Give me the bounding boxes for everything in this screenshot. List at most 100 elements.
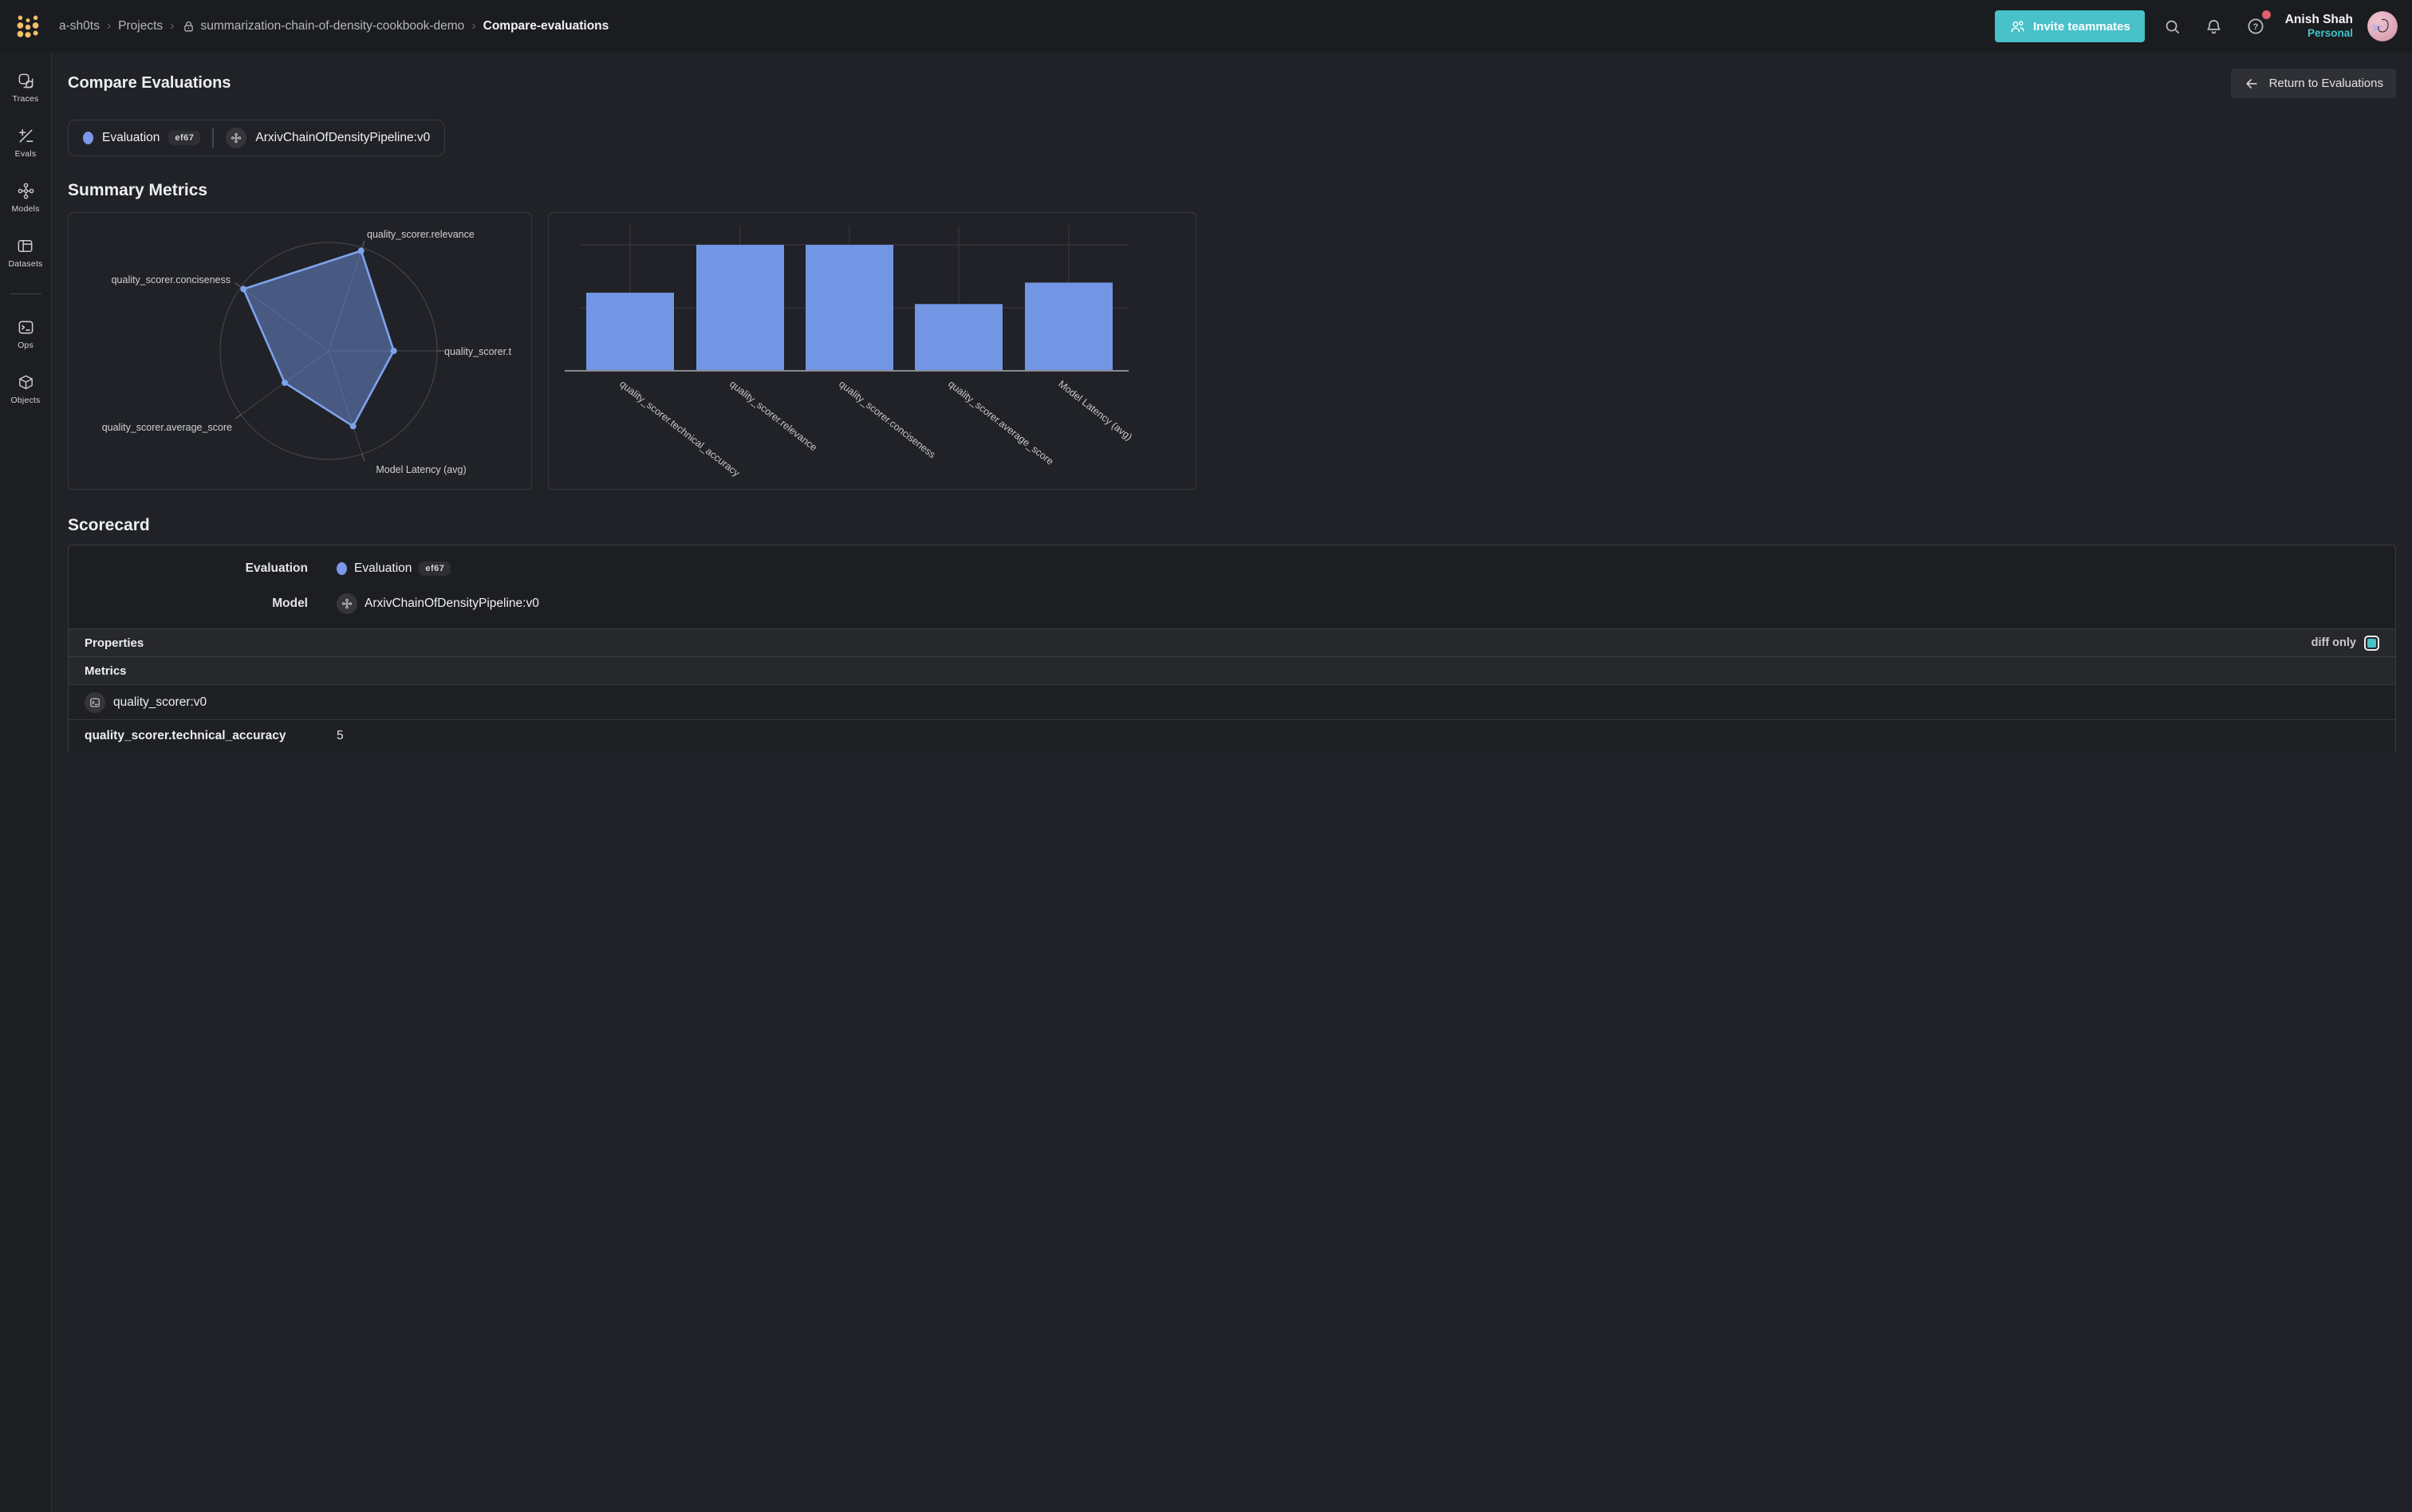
- model-name: ArxivChainOfDensityPipeline:v0: [255, 131, 431, 144]
- svg-text:quality_scorer.t: quality_scorer.t: [444, 346, 512, 357]
- diff-only-checkbox[interactable]: [2364, 635, 2379, 651]
- evaluation-row-value[interactable]: Evaluation ef67: [308, 561, 451, 576]
- main-content: Compare Evaluations Return to Evaluation…: [52, 53, 2412, 1512]
- svg-text:quality_scorer.conciseness: quality_scorer.conciseness: [112, 274, 231, 285]
- sidebar-item-evals[interactable]: Evals: [15, 127, 37, 159]
- invite-teammates-button[interactable]: Invite teammates: [1995, 10, 2145, 42]
- invite-teammates-label: Invite teammates: [2033, 19, 2130, 33]
- people-icon: [2011, 20, 2024, 32]
- sidebar-item-label: Datasets: [8, 259, 43, 269]
- scorecard-header-section: Evaluation Evaluation ef67 Model: [69, 545, 2395, 628]
- scorer-row: quality_scorer:v0: [69, 684, 2395, 719]
- svg-text:quality_scorer.average_score: quality_scorer.average_score: [946, 378, 1055, 467]
- wandb-dots-logo-icon: [17, 15, 39, 38]
- breadcrumb-entity[interactable]: a-sh0ts: [59, 19, 100, 33]
- evaluation-color-dot: [337, 562, 347, 575]
- radar-chart-panel: quality_scorer.t quality_scorer.relevance…: [68, 212, 532, 490]
- search-button[interactable]: [2159, 13, 2186, 40]
- metrics-section-row: Metrics: [69, 656, 2395, 684]
- scorecard-model-row: Model ArxivChainOfDensityPipeline:v0: [69, 586, 2395, 621]
- breadcrumb-project-name[interactable]: summarization-chain-of-density-cookbook-…: [200, 19, 465, 33]
- model-row-value[interactable]: ArxivChainOfDensityPipeline:v0: [308, 593, 539, 614]
- help-button[interactable]: ?: [2242, 10, 2271, 40]
- user-menu[interactable]: Anish Shah Personal: [2285, 12, 2353, 41]
- svg-text:Model Latency (avg): Model Latency (avg): [376, 464, 466, 475]
- svg-text:quality_scorer.average_score: quality_scorer.average_score: [102, 422, 232, 433]
- svg-text:quality_scorer.technical_accur: quality_scorer.technical_accuracy: [617, 378, 742, 479]
- evaluation-row-label: Evaluation: [245, 561, 308, 575]
- svg-text:quality_scorer.relevance: quality_scorer.relevance: [367, 229, 475, 240]
- breadcrumb-current-page[interactable]: Compare-evaluations: [483, 19, 609, 33]
- op-icon: [85, 691, 105, 713]
- lock-icon: [182, 20, 195, 33]
- sidebar-item-label: Objects: [10, 396, 41, 405]
- sidebar-item-datasets[interactable]: Datasets: [8, 237, 42, 269]
- user-name: Anish Shah: [2284, 12, 2353, 26]
- svg-text:Model Latency (avg): Model Latency (avg): [1056, 378, 1134, 443]
- evaluation-label: Evaluation: [102, 131, 160, 144]
- left-sidebar: Traces Evals Models Datasets Ops: [0, 53, 52, 1512]
- chip-divider: [212, 128, 215, 148]
- diff-only-control: diff only: [2311, 635, 2379, 651]
- user-scope: Personal: [2307, 27, 2353, 40]
- search-icon: [2166, 20, 2180, 33]
- sidebar-item-label: Evals: [14, 149, 37, 159]
- evaluation-id-badge: ef67: [168, 131, 201, 145]
- sidebar-item-objects[interactable]: Objects: [11, 373, 41, 405]
- navbar-actions: Invite teammates ? Anish Shah Personal: [1995, 10, 2398, 42]
- scorecard-heading: Scorecard: [68, 516, 150, 534]
- bell-icon: [2207, 19, 2221, 33]
- top-navbar: a-sh0ts › Projects › summarization-chain…: [0, 0, 2412, 53]
- evaluation-color-dot: [83, 132, 93, 144]
- scorecard-evaluation-row: Evaluation Evaluation ef67: [69, 551, 2395, 586]
- ops-icon: [18, 321, 33, 334]
- sidebar-item-ops[interactable]: Ops: [17, 318, 35, 350]
- sidebar-item-traces[interactable]: Traces: [13, 72, 39, 104]
- metric-name: quality_scorer.technical_accuracy: [85, 729, 286, 742]
- help-icon: ?: [2248, 18, 2264, 34]
- bar-chart-panel: quality_scorer.technical_accuracy quality…: [548, 212, 1196, 490]
- breadcrumb: a-sh0ts › Projects › summarization-chain…: [59, 19, 609, 33]
- traces-icon: [18, 73, 33, 89]
- properties-section-row: Properties diff only: [69, 628, 2395, 656]
- notification-dot: [2261, 10, 2271, 19]
- svg-text:quality_scorer.conciseness: quality_scorer.conciseness: [837, 378, 937, 460]
- breadcrumb-projects[interactable]: Projects: [118, 19, 164, 33]
- svg-text:?: ?: [2252, 22, 2258, 32]
- evaluation-id-badge: ef67: [419, 561, 451, 576]
- model-icon: [337, 593, 357, 614]
- model-row-label: Model: [272, 597, 308, 610]
- summary-metrics-heading: Summary Metrics: [68, 181, 208, 199]
- sidebar-item-label: Models: [11, 204, 40, 214]
- metric-row: quality_scorer.technical_accuracy 5: [69, 719, 2395, 752]
- radar-chart[interactable]: quality_scorer.t quality_scorer.relevance…: [69, 213, 532, 489]
- sidebar-item-label: Ops: [18, 341, 34, 350]
- evals-icon: [18, 129, 33, 143]
- metrics-label: Metrics: [85, 663, 127, 678]
- breadcrumb-separator: ›: [170, 19, 175, 33]
- properties-label: Properties: [85, 636, 144, 650]
- avatar[interactable]: [2367, 11, 2398, 41]
- page-title: Compare Evaluations: [68, 74, 231, 92]
- return-button-label: Return to Evaluations: [2268, 77, 2383, 90]
- bar-chart[interactable]: quality_scorer.technical_accuracyquality…: [549, 213, 1196, 489]
- sidebar-divider: [10, 293, 41, 294]
- return-to-evaluations-button[interactable]: Return to Evaluations: [2230, 69, 2396, 98]
- svg-text:quality_scorer.relevance: quality_scorer.relevance: [727, 378, 819, 453]
- checkbox-check: [2367, 638, 2376, 648]
- scorer-ref-link[interactable]: quality_scorer:v0: [113, 695, 207, 709]
- scorecard-panel: Evaluation Evaluation ef67 Model: [68, 545, 2396, 752]
- datasets-icon: [18, 240, 33, 252]
- metric-value: 5: [337, 729, 344, 742]
- evaluation-name: Evaluation: [354, 561, 412, 575]
- diff-only-label: diff only: [2311, 636, 2356, 649]
- sidebar-item-label: Traces: [12, 94, 39, 104]
- evaluation-comparison-chip[interactable]: Evaluation ef67 ArxivChainOfDensityPipel…: [68, 120, 446, 156]
- models-icon: [18, 183, 34, 199]
- breadcrumb-separator: ›: [106, 19, 112, 33]
- notifications-button[interactable]: [2201, 13, 2228, 40]
- wandb-logo[interactable]: [11, 10, 45, 42]
- breadcrumb-separator: ›: [471, 19, 476, 33]
- sidebar-item-models[interactable]: Models: [11, 182, 39, 214]
- back-arrow-icon: [2245, 78, 2257, 89]
